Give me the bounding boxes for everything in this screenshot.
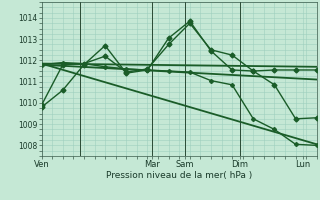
X-axis label: Pression niveau de la mer( hPa ): Pression niveau de la mer( hPa ) (106, 171, 252, 180)
